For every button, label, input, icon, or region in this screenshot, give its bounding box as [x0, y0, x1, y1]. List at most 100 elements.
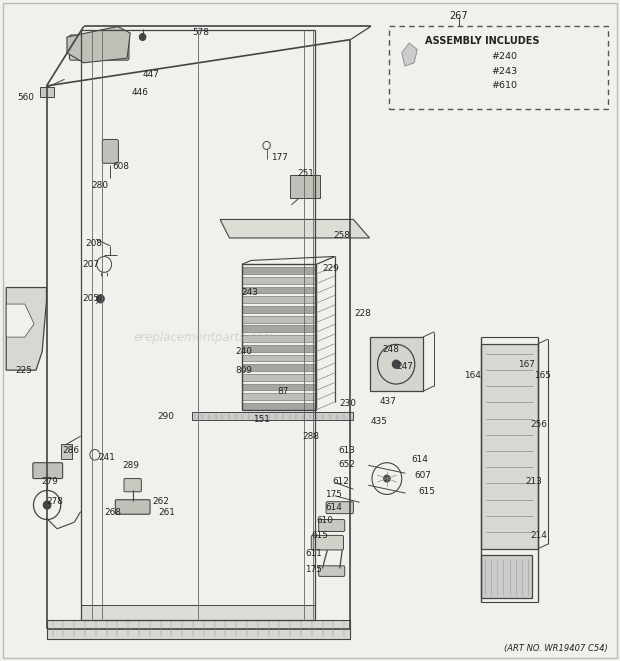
Text: 614: 614: [412, 455, 428, 464]
Text: 290: 290: [157, 412, 174, 421]
Text: 268: 268: [104, 508, 121, 518]
Text: 240: 240: [236, 347, 252, 356]
Text: 262: 262: [153, 496, 169, 506]
Text: 447: 447: [143, 69, 159, 79]
FancyBboxPatch shape: [242, 383, 316, 391]
Text: 175: 175: [325, 490, 342, 499]
FancyBboxPatch shape: [319, 566, 345, 576]
FancyBboxPatch shape: [481, 555, 532, 598]
FancyBboxPatch shape: [311, 535, 343, 550]
Text: (ART NO. WR19407 C54): (ART NO. WR19407 C54): [503, 644, 608, 653]
Text: 251: 251: [298, 169, 314, 178]
Text: 241: 241: [98, 453, 115, 462]
Text: 279: 279: [41, 477, 58, 486]
Text: 611: 611: [305, 549, 322, 559]
Polygon shape: [220, 219, 370, 238]
Text: 278: 278: [46, 496, 63, 506]
Text: 286: 286: [62, 446, 79, 455]
Text: 213: 213: [526, 477, 542, 486]
Polygon shape: [6, 304, 34, 337]
Text: 612: 612: [332, 477, 349, 486]
Text: 610: 610: [316, 516, 333, 525]
Text: 289: 289: [123, 461, 140, 470]
Text: 167: 167: [518, 360, 534, 369]
Text: #243: #243: [492, 67, 518, 76]
Text: 613: 613: [339, 446, 355, 455]
Text: 208: 208: [86, 239, 102, 249]
Text: #240: #240: [492, 52, 518, 61]
Text: 175: 175: [305, 565, 322, 574]
Text: 177: 177: [272, 153, 288, 162]
FancyBboxPatch shape: [40, 87, 54, 97]
Text: 258: 258: [334, 231, 350, 240]
FancyBboxPatch shape: [115, 500, 150, 514]
FancyBboxPatch shape: [389, 26, 608, 109]
Text: 446: 446: [131, 88, 148, 97]
Text: 205: 205: [82, 294, 99, 303]
Text: ASSEMBLY INCLUDES: ASSEMBLY INCLUDES: [425, 36, 540, 46]
Circle shape: [43, 501, 51, 509]
Text: 615: 615: [311, 531, 328, 540]
FancyBboxPatch shape: [242, 354, 316, 362]
Text: 608: 608: [113, 162, 130, 171]
Polygon shape: [402, 43, 417, 66]
Text: 280: 280: [92, 180, 108, 190]
Polygon shape: [6, 288, 47, 370]
Text: 578: 578: [192, 28, 209, 37]
FancyBboxPatch shape: [69, 35, 129, 60]
FancyBboxPatch shape: [124, 479, 141, 492]
Text: 87: 87: [278, 387, 289, 396]
FancyBboxPatch shape: [242, 374, 316, 381]
Text: 614: 614: [325, 503, 342, 512]
Text: 256: 256: [531, 420, 547, 429]
FancyBboxPatch shape: [242, 335, 316, 342]
FancyBboxPatch shape: [242, 364, 316, 371]
FancyBboxPatch shape: [242, 393, 316, 400]
FancyBboxPatch shape: [319, 520, 345, 531]
Text: 229: 229: [322, 264, 339, 273]
Text: 607: 607: [414, 471, 431, 481]
Text: 164: 164: [464, 371, 480, 380]
Text: 248: 248: [382, 344, 399, 354]
Text: 151: 151: [253, 414, 270, 424]
Circle shape: [97, 295, 104, 303]
FancyBboxPatch shape: [481, 344, 538, 549]
Text: ereplacementparts.com: ereplacementparts.com: [134, 330, 275, 344]
Text: 247: 247: [397, 362, 414, 371]
Text: 243: 243: [242, 288, 259, 297]
Circle shape: [140, 34, 146, 40]
Text: 207: 207: [82, 260, 99, 269]
FancyBboxPatch shape: [242, 316, 316, 323]
Text: 214: 214: [531, 531, 547, 540]
Text: 437: 437: [379, 397, 396, 407]
Text: 652: 652: [339, 459, 355, 469]
FancyBboxPatch shape: [46, 620, 350, 639]
FancyBboxPatch shape: [242, 345, 316, 352]
Text: #610: #610: [492, 81, 518, 91]
FancyBboxPatch shape: [192, 412, 353, 420]
FancyBboxPatch shape: [326, 502, 353, 514]
Text: 615: 615: [418, 487, 435, 496]
FancyBboxPatch shape: [61, 444, 72, 459]
Text: 165: 165: [534, 371, 551, 380]
Text: 267: 267: [450, 11, 468, 21]
FancyBboxPatch shape: [33, 463, 63, 479]
FancyBboxPatch shape: [81, 605, 315, 620]
Text: 288: 288: [303, 432, 320, 441]
FancyBboxPatch shape: [242, 287, 316, 293]
Text: 230: 230: [340, 399, 356, 408]
FancyBboxPatch shape: [242, 277, 316, 284]
Text: 809: 809: [236, 366, 252, 375]
FancyBboxPatch shape: [102, 139, 118, 163]
Polygon shape: [67, 26, 130, 63]
Text: 435: 435: [371, 417, 388, 426]
Text: 261: 261: [159, 508, 175, 518]
FancyBboxPatch shape: [290, 175, 320, 198]
FancyBboxPatch shape: [242, 306, 316, 313]
Text: 225: 225: [16, 366, 32, 375]
Text: 560: 560: [17, 93, 34, 102]
FancyBboxPatch shape: [370, 337, 423, 391]
FancyBboxPatch shape: [242, 296, 316, 303]
FancyBboxPatch shape: [242, 325, 316, 332]
Circle shape: [392, 360, 400, 368]
